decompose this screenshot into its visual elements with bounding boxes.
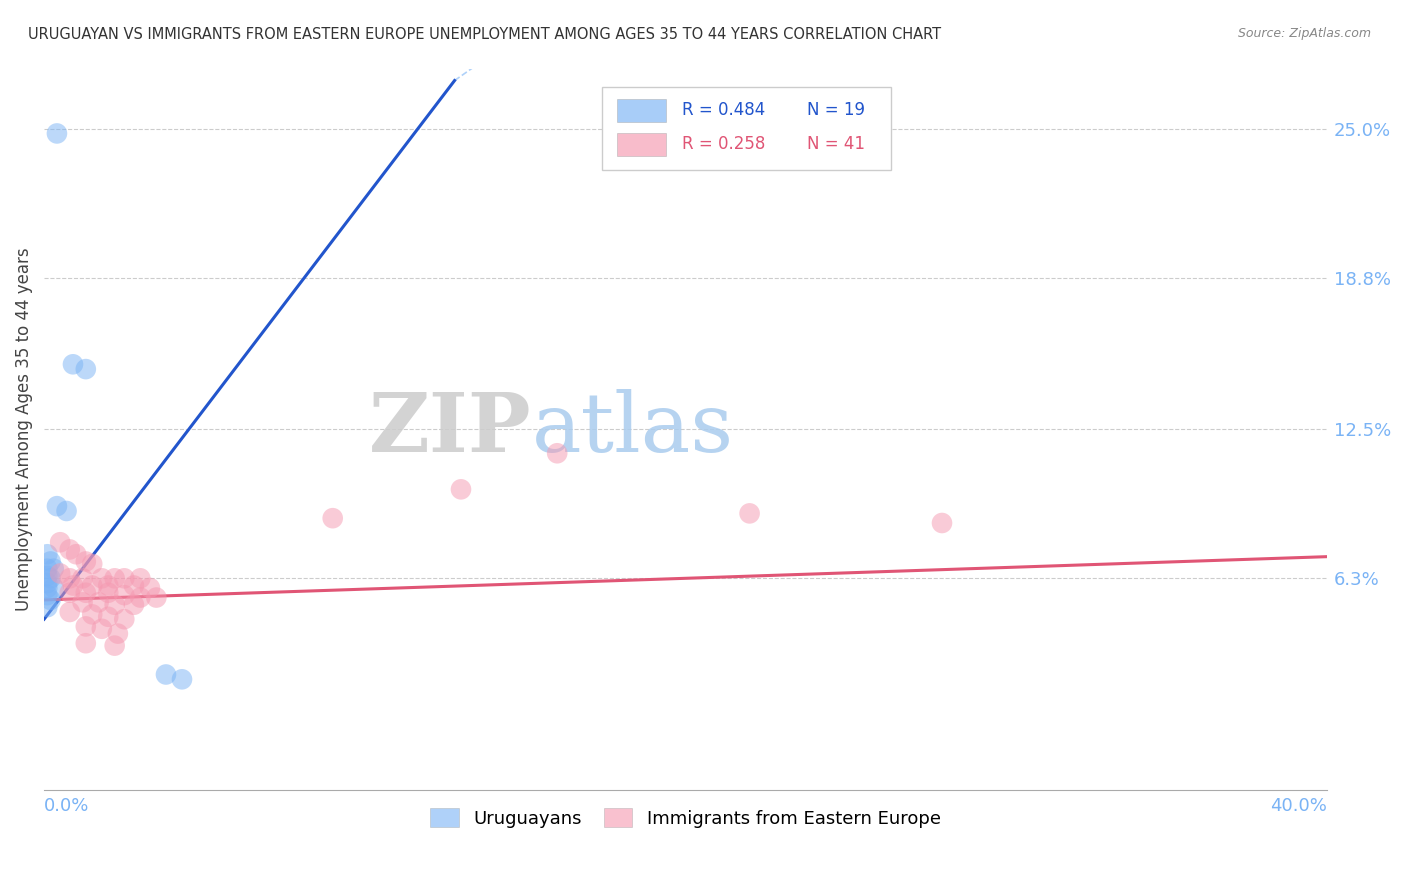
Point xyxy=(37,588,59,602)
Point xyxy=(62,578,84,592)
Point xyxy=(97,609,120,624)
Point xyxy=(39,554,62,568)
Point xyxy=(931,516,953,530)
Point xyxy=(90,622,112,636)
Point xyxy=(82,578,104,592)
Legend: Uruguayans, Immigrants from Eastern Europe: Uruguayans, Immigrants from Eastern Euro… xyxy=(423,801,948,835)
Text: R = 0.258: R = 0.258 xyxy=(682,136,765,153)
Point xyxy=(75,619,97,633)
Text: atlas: atlas xyxy=(531,389,734,469)
Point xyxy=(37,581,59,595)
Text: 0.0%: 0.0% xyxy=(44,797,90,815)
Point xyxy=(59,571,82,585)
Point xyxy=(37,562,59,576)
Point xyxy=(65,547,87,561)
Point xyxy=(45,127,67,141)
Point xyxy=(82,607,104,622)
Point xyxy=(39,571,62,585)
Point xyxy=(87,595,110,609)
Point xyxy=(129,571,152,585)
Point xyxy=(42,562,65,576)
Point xyxy=(55,504,77,518)
Point xyxy=(37,576,59,591)
Point xyxy=(122,578,145,592)
Point xyxy=(75,636,97,650)
Point xyxy=(104,571,127,585)
Point xyxy=(450,483,472,497)
Point xyxy=(37,600,59,615)
Point xyxy=(129,591,152,605)
Text: Source: ZipAtlas.com: Source: ZipAtlas.com xyxy=(1237,27,1371,40)
Point xyxy=(112,571,135,585)
Point xyxy=(59,605,82,619)
Point xyxy=(97,585,120,599)
Point xyxy=(45,499,67,513)
Text: ZIP: ZIP xyxy=(368,389,531,469)
Point xyxy=(104,598,127,612)
Point xyxy=(62,357,84,371)
Point xyxy=(145,591,167,605)
Point xyxy=(112,588,135,602)
Point xyxy=(97,578,120,592)
Point xyxy=(37,547,59,561)
FancyBboxPatch shape xyxy=(602,87,890,169)
Y-axis label: Unemployment Among Ages 35 to 44 years: Unemployment Among Ages 35 to 44 years xyxy=(15,247,32,611)
Point xyxy=(72,571,94,585)
Point xyxy=(75,554,97,568)
Point xyxy=(322,511,344,525)
Point xyxy=(104,639,127,653)
Point xyxy=(75,362,97,376)
Point xyxy=(75,585,97,599)
FancyBboxPatch shape xyxy=(617,133,666,156)
FancyBboxPatch shape xyxy=(617,99,666,122)
Text: N = 19: N = 19 xyxy=(807,102,865,120)
Text: R = 0.484: R = 0.484 xyxy=(682,102,765,120)
Text: 40.0%: 40.0% xyxy=(1270,797,1327,815)
Point xyxy=(39,593,62,607)
Point xyxy=(112,612,135,626)
Point xyxy=(155,667,177,681)
Point xyxy=(139,581,162,595)
Text: URUGUAYAN VS IMMIGRANTS FROM EASTERN EUROPE UNEMPLOYMENT AMONG AGES 35 TO 44 YEA: URUGUAYAN VS IMMIGRANTS FROM EASTERN EUR… xyxy=(28,27,941,42)
Point xyxy=(90,571,112,585)
Point xyxy=(546,446,568,460)
Point xyxy=(59,585,82,599)
Point xyxy=(42,581,65,595)
Point xyxy=(59,542,82,557)
Text: N = 41: N = 41 xyxy=(807,136,865,153)
Point xyxy=(49,566,72,581)
Point xyxy=(107,626,129,640)
Point xyxy=(738,507,761,521)
Point xyxy=(170,673,193,687)
Point xyxy=(122,598,145,612)
Point xyxy=(49,535,72,549)
Point xyxy=(72,595,94,609)
Point xyxy=(37,569,59,583)
Point xyxy=(82,557,104,571)
